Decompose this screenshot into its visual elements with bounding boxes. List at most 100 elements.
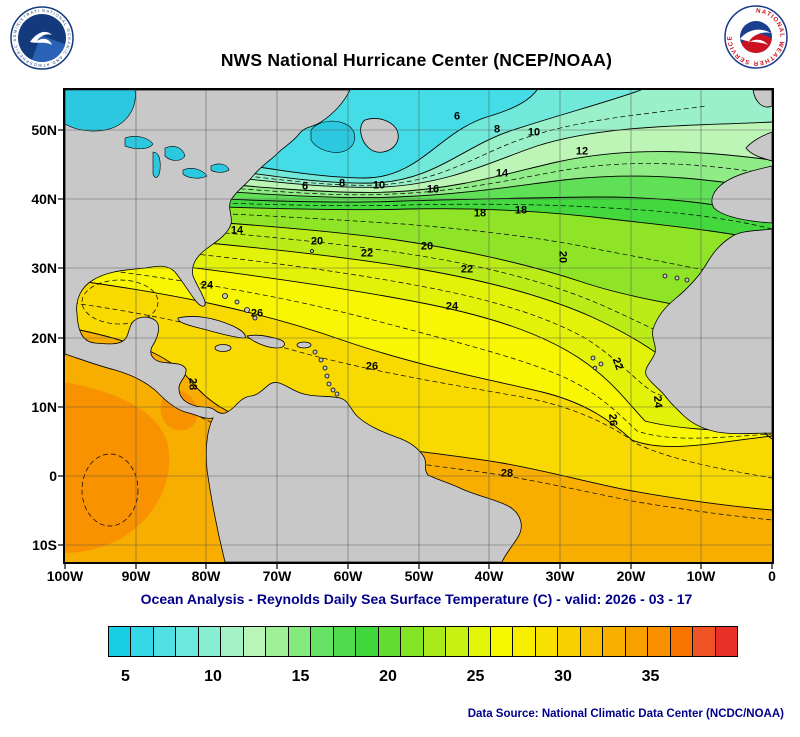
contour-label: 14: [495, 167, 509, 180]
colorbar: [108, 626, 738, 657]
land-puerto-rico: [296, 341, 312, 349]
land-england: [752, 89, 773, 108]
land-hispaniola: [246, 334, 285, 349]
contour-label: 26: [365, 360, 379, 373]
lon-label: 40W: [474, 568, 504, 584]
noaa-logo: NATIONAL OCEANIC AND ATMOSPHERIC ADMINIS…: [10, 6, 74, 70]
noaa-gull-icon: [30, 31, 52, 45]
water-lake-huron: [164, 146, 186, 161]
contour-label: 6: [301, 180, 309, 193]
colorbar-cell: [512, 627, 535, 656]
colorbar-cell: [130, 627, 153, 656]
colorbar-tick-label: 10: [204, 668, 222, 685]
lon-label: 10W: [686, 568, 716, 584]
contour-label: 14: [230, 224, 244, 237]
colorbar-cell: [557, 627, 580, 656]
colorbar-cell: [220, 627, 243, 656]
colorbar-cell: [467, 627, 490, 656]
colorbar-cell: [310, 627, 333, 656]
lat-label: 20N: [31, 330, 57, 346]
colorbar-cell: [355, 627, 378, 656]
map-frame: 50N 40N 30N 20N 10N 0 10S 100W 90W 80W 70W 60W 50W 4…: [31, 88, 776, 584]
lon-label: 80W: [191, 568, 221, 584]
land-africa: [645, 228, 773, 435]
land-france: [745, 131, 773, 162]
colorbar-tick-label: 15: [291, 668, 310, 685]
nws-logo: NATIONAL WEATHER SERVICE: [724, 5, 788, 69]
land-masses: [64, 89, 773, 563]
colorbar-cell: [265, 627, 288, 656]
contour-label: 20: [310, 235, 324, 248]
axis-ticks: [58, 129, 773, 569]
contour-label: 28: [500, 467, 514, 480]
contour-label: 20: [556, 250, 569, 264]
lat-label: 10N: [31, 399, 57, 415]
contour-label: 26: [605, 413, 620, 427]
map-svg: [58, 89, 773, 569]
colorbar-cell: [579, 627, 603, 656]
contour-label: 10: [527, 126, 541, 139]
colorbar-cell: [534, 627, 558, 656]
colorbar-tick-label: 5: [121, 668, 130, 685]
colorbar-cell: [647, 627, 670, 656]
contour-label: 8: [338, 177, 346, 190]
colorbar-cell: [602, 627, 625, 656]
colorbar-tick-label: 25: [466, 668, 485, 685]
water-lake-erie: [182, 168, 208, 179]
contour-label: 8: [493, 123, 501, 136]
colorbar-cell: [152, 627, 176, 656]
contour-label: 22: [360, 247, 374, 260]
grid-lines: [65, 90, 772, 562]
lon-label: 70W: [262, 568, 292, 584]
contour-label: 16: [426, 183, 440, 196]
lon-label: 0: [768, 568, 776, 584]
contour-label: 12: [575, 145, 589, 158]
colorbar-cell: [714, 627, 738, 656]
colorbar-cell: [692, 627, 715, 656]
colorbar-tick-label: 35: [641, 668, 660, 685]
colorbar-cell: [400, 627, 423, 656]
colorbar-cell: [242, 627, 266, 656]
water-lake-ontario: [210, 163, 230, 173]
land-newfoundland: [360, 118, 399, 153]
colorbar-cell: [445, 627, 468, 656]
lon-label: 20W: [616, 568, 646, 584]
colorbar-cell: [175, 627, 198, 656]
datasource-caption: Data Source: National Climatic Data Cent…: [467, 708, 784, 720]
lon-label: 50W: [404, 568, 434, 584]
contour-label: 18: [473, 207, 487, 220]
contour-label: 10: [372, 179, 386, 192]
colorbar-tick-label: 20: [379, 668, 397, 685]
land-bermuda: [310, 249, 314, 253]
lon-label: 60W: [333, 568, 363, 584]
land-jamaica: [214, 344, 232, 352]
land-bahamas: [222, 293, 258, 321]
lat-label: 30N: [31, 260, 57, 276]
contour-label: 24: [445, 300, 459, 313]
lat-label: 10S: [32, 537, 57, 553]
lon-label: 100W: [46, 568, 84, 584]
contour-label: 6: [453, 110, 461, 123]
water-gulf-st-lawrence: [310, 120, 356, 153]
lon-label: 30W: [545, 568, 575, 584]
contour-label: 24: [650, 395, 665, 409]
colorbar-cell: [197, 627, 221, 656]
land-canary-islands: [662, 273, 690, 283]
lon-label: 90W: [121, 568, 151, 584]
colorbar-cell: [422, 627, 446, 656]
water-hudson-bay: [64, 89, 136, 132]
contour-label: 18: [514, 204, 528, 217]
colorbar-cell: [489, 627, 513, 656]
contour-label: 24: [200, 279, 214, 292]
colorbar-cell: [332, 627, 356, 656]
colorbar-cell: [377, 627, 401, 656]
land-iberia: [711, 165, 773, 224]
contour-label: 28: [186, 377, 199, 391]
land-cape-verde: [590, 355, 604, 371]
land-lesser-antilles: [312, 349, 340, 397]
colorbar-cell: [109, 627, 131, 656]
colorbar-cell: [287, 627, 311, 656]
colorbar-cell: [669, 627, 693, 656]
analysis-caption: Ocean Analysis - Reynolds Daily Sea Surf…: [140, 591, 693, 607]
